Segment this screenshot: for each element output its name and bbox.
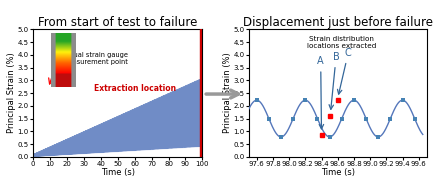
Text: Virtual strain gauge
measurement point: Virtual strain gauge measurement point <box>62 52 128 65</box>
Y-axis label: Principal Strain (%): Principal Strain (%) <box>223 53 232 134</box>
Text: A: A <box>317 56 324 129</box>
Bar <box>200 29 202 157</box>
Title: From start of test to failure: From start of test to failure <box>38 17 198 29</box>
Title: Displacement just before failure: Displacement just before failure <box>243 17 433 29</box>
Text: C: C <box>337 48 352 94</box>
Text: B: B <box>329 52 339 109</box>
Y-axis label: Principal Strain (%): Principal Strain (%) <box>7 53 16 134</box>
Text: Strain distribution
locations extracted: Strain distribution locations extracted <box>307 36 377 49</box>
X-axis label: Time (s): Time (s) <box>321 168 355 177</box>
X-axis label: Time (s): Time (s) <box>101 168 135 177</box>
Text: Extraction location: Extraction location <box>94 84 176 93</box>
